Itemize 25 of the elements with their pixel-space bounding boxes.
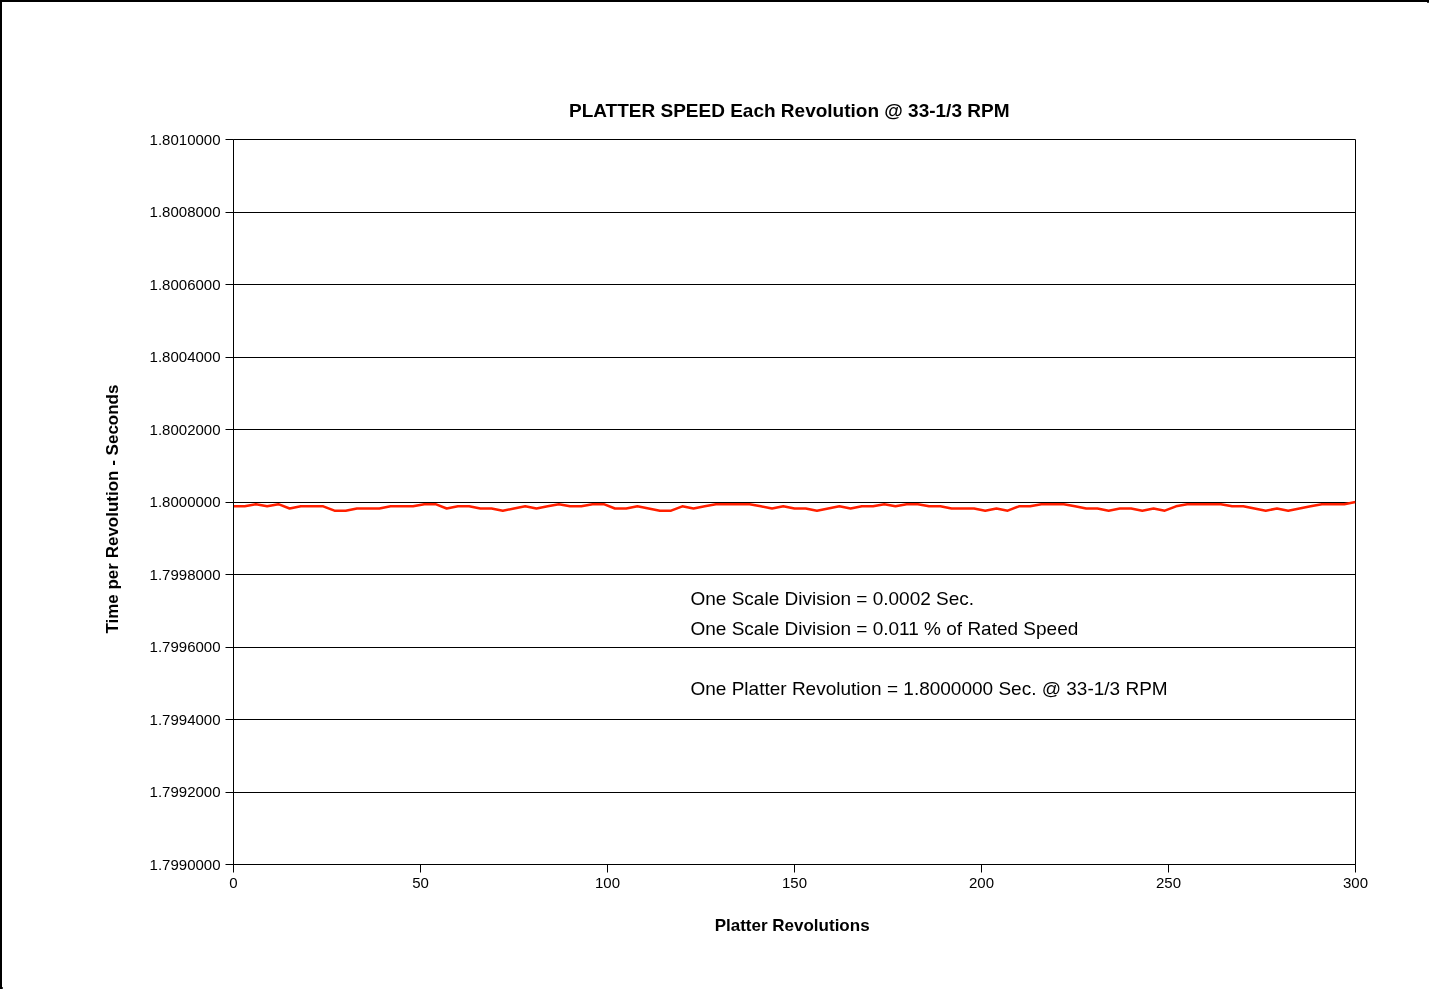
x-tick-label: 250: [1155, 873, 1182, 891]
y-tick-label: 1.7996000: [149, 638, 221, 655]
x-tick-label: 300: [1342, 873, 1369, 891]
x-tick-label: 100: [594, 873, 621, 891]
y-tick-label: 1.7990000: [149, 855, 221, 873]
y-tick-label: 1.8002000: [149, 420, 221, 438]
annotation: One Scale Division = 0.0002 Sec.: [690, 588, 975, 609]
y-tick-label: 1.7998000: [149, 565, 221, 583]
y-tick-label: 1.7992000: [149, 783, 221, 800]
annotation: One Scale Division = 0.011 % of Rated Speed: [690, 618, 1079, 639]
x-tick-label: 50: [412, 873, 429, 891]
y-tick-label: 1.8006000: [149, 275, 221, 293]
y-tick-label: 1.8000000: [149, 493, 221, 510]
x-axis-title: Platter Revolutions: [714, 915, 870, 935]
y-tick-label: 1.8008000: [149, 203, 221, 220]
x-tick-label: 0: [229, 873, 238, 891]
chart-title: PLATTER SPEED Each Revolution @ 33-1/3 RPM: [568, 99, 1010, 121]
y-axis-title: Time per Revolution - Seconds: [102, 384, 122, 634]
y-tick-label: 1.8010000: [149, 130, 221, 148]
x-tick-label: 200: [968, 873, 995, 891]
annotation: One Platter Revolution = 1.8000000 Sec. @ 33-1/3 RPM: [690, 678, 1168, 699]
y-tick-label: 1.7994000: [149, 710, 221, 728]
x-tick-label: 150: [781, 873, 808, 891]
line-series: [233, 500, 1356, 512]
y-tick-label: 1.8004000: [149, 348, 221, 365]
